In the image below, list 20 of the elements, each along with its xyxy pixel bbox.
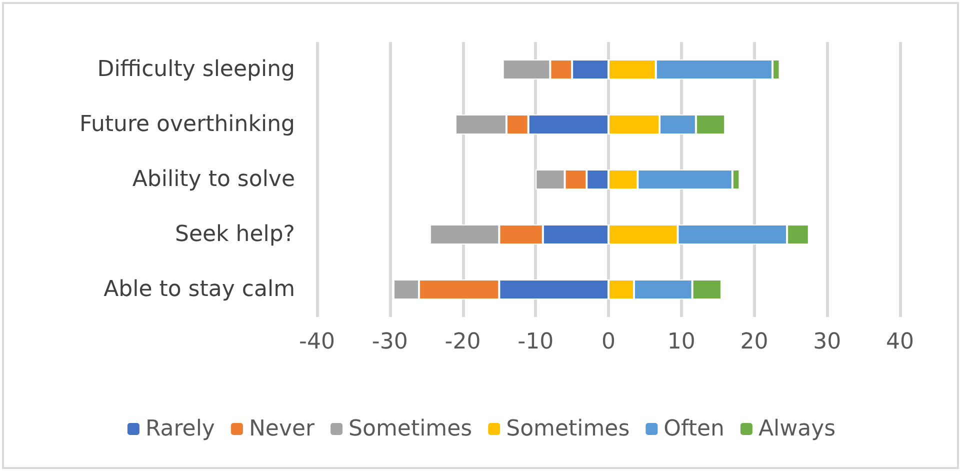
x-tick-label: 40: [886, 330, 914, 354]
x-tick-label: 10: [667, 330, 696, 354]
y-tick-label: Future overthinking: [80, 112, 295, 137]
legend-label: Never: [248, 416, 316, 442]
legend-label: Sometimes: [506, 416, 630, 442]
x-tick-label: -30: [372, 330, 408, 354]
x-tick-label: 20: [740, 330, 768, 354]
legend-label: Often: [664, 416, 724, 442]
legend-label: Sometimes: [348, 416, 472, 442]
y-tick-label: Ability to solve: [132, 167, 295, 192]
x-tick-label: 30: [813, 330, 842, 354]
x-tick-label: -20: [444, 330, 481, 354]
x-tick-label: 0: [602, 330, 616, 354]
legend-label: Rarely: [145, 416, 215, 442]
legend-label: Always: [758, 416, 836, 442]
y-tick-label: Seek help?: [174, 222, 295, 247]
x-tick-label: -10: [518, 330, 554, 354]
y-tick-label: Able to stay calm: [104, 277, 295, 302]
x-tick-label: -40: [299, 330, 335, 354]
y-tick-label: Difficulty sleeping: [97, 57, 295, 82]
